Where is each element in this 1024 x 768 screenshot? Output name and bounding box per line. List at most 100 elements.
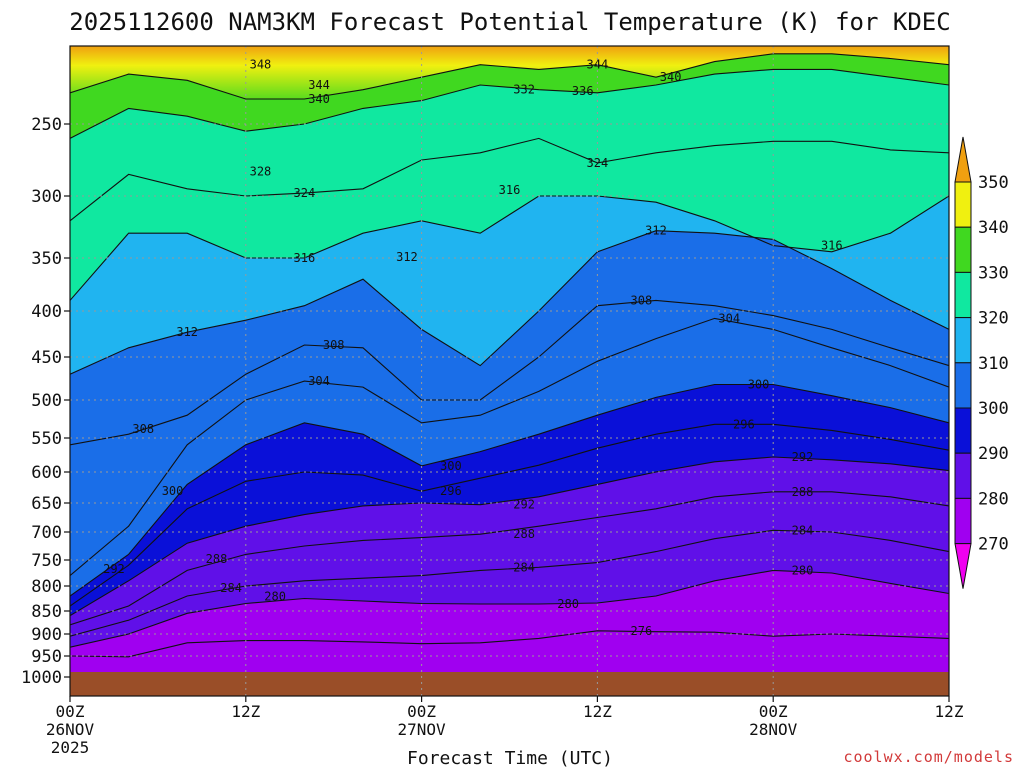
contour-label: 300 [748,378,770,392]
contour-label: 348 [250,58,272,72]
x-axis-label: Forecast Time (UTC) [407,748,613,768]
isentrope-340 [70,53,949,100]
ground-surface [70,672,949,696]
contour-label: 344 [587,58,609,72]
colorbar-swatch [954,452,972,499]
contour-label: 276 [631,624,653,638]
x-tick-label: 28NOV [749,720,798,739]
y-tick-label: 900 [31,625,62,645]
y-tick-label: 450 [31,348,62,368]
isentrope-292 [70,456,949,617]
contour-label: 304 [308,374,330,388]
colorbar-tick-label: 280 [978,489,1009,509]
colorbar-tick-label: 310 [978,354,1009,374]
colorbar-tick-label: 320 [978,309,1009,329]
contour-label: 280 [557,597,579,611]
y-tick-label: 650 [31,494,62,514]
colorbar-tick-label: 350 [978,173,1009,193]
contour-label: 280 [792,563,814,577]
colorbar: 350 340 330 320 310 300 290 280 270 [954,136,1009,589]
x-tick-label: 2025 [51,738,90,757]
contour-label: 304 [718,311,740,325]
x-tick-label: 00Z [56,702,85,721]
contour-label: 288 [513,527,535,541]
contour-label: 312 [176,325,198,339]
x-tick-label: 12Z [231,702,260,721]
y-tick-label: 550 [31,429,62,449]
contour-label: 324 [587,156,609,170]
contour-label: 324 [294,186,316,200]
chart-title: 2025112600 NAM3KM Forecast Potential Tem… [69,8,950,36]
colorbar-swatch [954,362,972,409]
x-tick-label: 00Z [407,702,436,721]
y-tick-label: 400 [31,302,62,322]
contour-label: 336 [572,84,594,98]
contour-label: 328 [250,165,272,179]
x-tick-label: 12Z [583,702,612,721]
contour-label: 340 [308,92,330,106]
colorbar-tick-label: 290 [978,444,1009,464]
isentrope-304 [70,317,949,577]
y-tick-label: 1000 [21,668,62,688]
isentrope-284 [70,529,949,637]
contour-label: 308 [631,293,653,307]
y-tick-label: 950 [31,647,62,667]
isentrope-308 [70,299,949,446]
contour-label: 312 [396,250,418,264]
contour-label: 344 [308,78,330,92]
credit-text: coolwx.com/models [843,748,1014,766]
plot-frame [69,45,950,697]
colorbar-swatch [954,271,972,319]
contour-label: 292 [792,450,814,464]
contour-label: 292 [103,562,125,576]
contour-label: 312 [645,224,667,238]
colorbar-swatch [954,407,972,454]
contour-label: 284 [792,523,814,537]
x-tick-label: 26NOV [46,720,95,739]
y-tick-label: 700 [31,523,62,543]
colorbar-swatch [954,543,972,589]
x-tick-label: 27NOV [398,720,447,739]
colorbar-tick-label: 330 [978,263,1009,283]
y-tick-label: 250 [31,115,62,135]
colorbar-swatch [954,317,972,364]
y-tick-label: 600 [31,463,62,483]
isentrope-316 [70,195,949,301]
contour-label: 308 [132,422,154,436]
y-tick-label: 300 [31,187,62,207]
contour-label: 340 [660,70,682,84]
y-tick-label: 500 [31,391,62,411]
colorbar-swatch [954,181,972,228]
colorbar-swatch [954,136,972,183]
isentrope-332 [70,68,949,139]
contour-label: 280 [264,590,286,604]
isentrope-276 [70,630,949,658]
contour-label: 296 [440,484,462,498]
y-tick-label: 750 [31,551,62,571]
contour-label: 284 [513,560,535,574]
x-tick-label: 12Z [935,702,964,721]
colorbar-tick-label: 340 [978,218,1009,238]
isentrope-300 [70,383,949,597]
colorbar-swatch [954,226,972,273]
contour-label: 300 [440,459,462,473]
x-tick-label: 00Z [759,702,788,721]
colorbar-tick-label: 300 [978,399,1009,419]
y-tick-label: 850 [31,602,62,622]
colorbar-tick-label: 270 [978,535,1009,555]
contour-label: 316 [294,251,316,265]
contour-label: 316 [499,183,521,197]
y-tick-label: 350 [31,249,62,269]
contour-label: 288 [792,485,814,499]
isentrope-280 [70,569,949,648]
isentrope-288 [70,491,949,626]
contour-label: 332 [513,83,535,97]
colorbar-swatch [954,497,972,545]
contour-label: 284 [220,581,242,595]
isentrope-324 [70,137,949,222]
contour-label: 296 [733,417,755,431]
contour-label: 316 [821,239,843,253]
y-tick-label: 800 [31,577,62,597]
contour-label: 288 [206,552,228,566]
